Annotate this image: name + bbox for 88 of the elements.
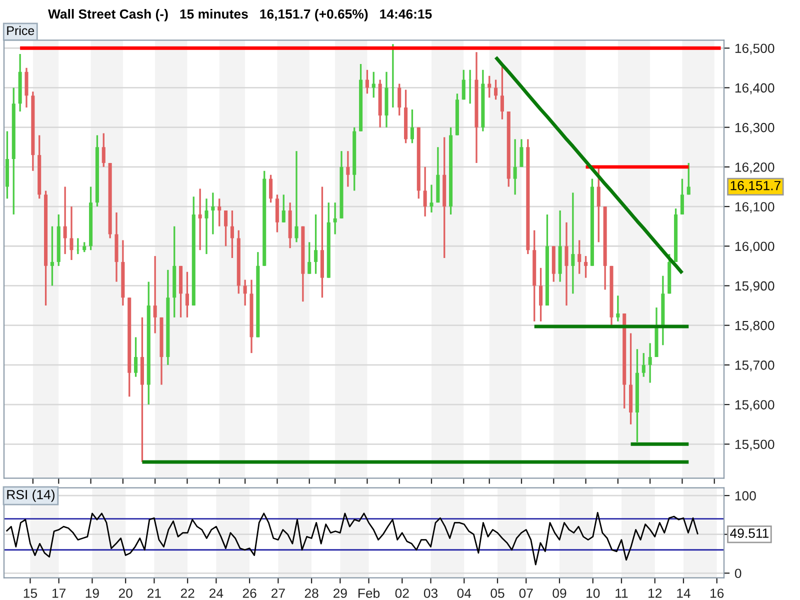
candlestick [198, 188, 202, 251]
x-tick-label: 24 [210, 588, 224, 598]
candlestick [680, 178, 684, 216]
candlestick [269, 174, 273, 204]
chart-title: RSI (14) [7, 490, 54, 502]
candlestick [642, 352, 646, 378]
x-tick-label: 16 [710, 588, 724, 598]
y-tick-label: 100 [735, 491, 756, 500]
text: 16,151.7 [730, 180, 780, 192]
x-tick-label: 14 [677, 588, 690, 598]
y-tick-label: 16,000 [735, 242, 774, 253]
candlestick [218, 198, 222, 228]
y-tick-label: 16,500 [735, 44, 774, 55]
candlestick [333, 202, 337, 236]
candlestick [70, 206, 74, 261]
candlestick [224, 210, 228, 247]
line-series [6, 512, 698, 566]
candlestick [308, 241, 312, 275]
x-tick-label: 10 [586, 588, 600, 598]
x-tick-label: 26 [242, 588, 256, 598]
candlestick [243, 278, 247, 306]
candlestick [578, 239, 582, 275]
x-tick-label: 21 [148, 588, 161, 598]
y-tick-label: 16,100 [735, 202, 774, 213]
candlestick [616, 294, 620, 322]
x-tick-label: 04 [457, 588, 472, 598]
candlestick [584, 255, 588, 279]
candlestick [462, 69, 466, 100]
candlestick [204, 198, 208, 255]
x-tick-label: 11 [616, 588, 628, 598]
x-tick-label: 20 [118, 588, 132, 598]
candlestick [102, 132, 106, 168]
candlestick [430, 184, 434, 214]
text: 49.511 [730, 528, 768, 538]
y-tick-label: 16,400 [735, 83, 774, 94]
candlestick [314, 214, 318, 275]
candlestick [398, 82, 402, 116]
candlestick [153, 255, 157, 334]
y-tick-label: 15,500 [735, 440, 774, 451]
x-tick-label: 09 [552, 588, 566, 598]
x-tick-label: 12 [648, 588, 662, 598]
candlestick [211, 192, 215, 236]
candlestick [564, 222, 568, 306]
y-tick-label: 15,600 [735, 400, 774, 412]
x-tick-label: 28 [304, 588, 318, 598]
candlestick [648, 342, 652, 384]
candlestick [185, 271, 189, 318]
x-tick-label: 02 [395, 588, 409, 598]
candlestick [686, 162, 690, 196]
candlestick [24, 67, 28, 108]
candlestick [346, 150, 350, 188]
candlestick [571, 192, 575, 294]
x-tick-label: 15 [24, 588, 38, 598]
x-tick-label: Feb [358, 588, 380, 598]
candlestick [468, 69, 472, 104]
candlestick [423, 166, 427, 218]
candlestick [365, 69, 369, 94]
y-tick-label: 15,700 [735, 360, 774, 372]
candlestick [282, 194, 286, 224]
x-tick-label: 05 [490, 588, 504, 598]
candlestick [50, 225, 54, 287]
y-tick-label: 15,900 [735, 281, 774, 292]
y-tick-label: 15,800 [735, 320, 774, 332]
x-tick-label: 27 [272, 588, 285, 598]
x-tick-label: 07 [519, 588, 533, 598]
y-tick-label: 0 [734, 568, 742, 578]
candlestick [539, 267, 543, 322]
candlestick [294, 150, 298, 244]
chart-subtitle: Price [7, 26, 34, 36]
x-tick-label: 22 [180, 588, 194, 598]
x-tick-label: 03 [424, 588, 438, 598]
candlestick [520, 138, 524, 168]
x-tick-label: 19 [86, 588, 99, 598]
line-series [494, 55, 684, 275]
y-tick-label: 16,300 [735, 122, 774, 134]
candlestick [596, 166, 600, 244]
candlestick [513, 138, 517, 196]
candlestick [494, 78, 498, 100]
candlestick [410, 108, 414, 144]
y-tick-label: 16,200 [735, 162, 774, 174]
candlestick [82, 241, 86, 253]
candlestick [230, 210, 234, 259]
candlestick [63, 186, 67, 255]
x-tick-label: 29 [333, 588, 347, 598]
candlestick [275, 194, 279, 234]
candlestick [134, 336, 138, 378]
chart-title: Wall Street Cash (-) 15 minutes 16,151.7 (+0.65%) 14:46:15 [48, 9, 432, 22]
x-tick-label: 17 [52, 588, 66, 598]
